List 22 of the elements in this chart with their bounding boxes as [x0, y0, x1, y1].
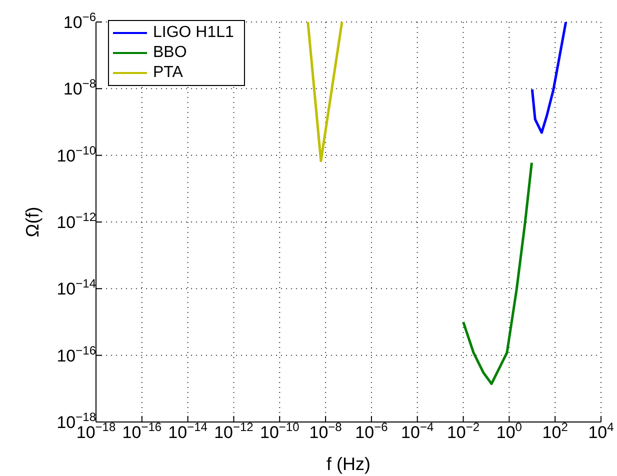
- legend-label: PTA: [153, 64, 183, 82]
- x-tick-label: 10$^{−16}$: [122, 420, 162, 442]
- legend-label: BBO: [153, 44, 187, 62]
- x-tick-label: 10$^{0}$: [496, 420, 522, 442]
- y-tick-label: 10$^{−6}$: [63, 10, 96, 32]
- x-tick-label: 10$^{−10}$: [260, 420, 300, 442]
- x-tick-label: 10$^{−4}$: [401, 420, 434, 442]
- legend-label: LIGO H1L1: [153, 24, 234, 42]
- y-axis-title: Ω(f): [22, 206, 42, 238]
- x-axis-title: f (Hz): [326, 454, 370, 474]
- y-tick-label: 10$^{−16}$: [56, 343, 96, 366]
- x-tick-label: 10$^{−6}$: [355, 420, 388, 442]
- x-tick-label: 10$^{2}$: [542, 420, 568, 442]
- y-tick-label: 10$^{−8}$: [63, 76, 96, 99]
- x-tick-label: 10$^{−2}$: [446, 420, 480, 442]
- x-tick-label: 10$^{−12}$: [214, 420, 254, 442]
- y-tick-label: 10$^{−10}$: [56, 143, 96, 166]
- x-tick-label: 10$^{−14}$: [168, 420, 208, 442]
- x-tick-label: 10$^{−8}$: [309, 420, 342, 442]
- x-tick-label: 10$^{4}$: [588, 420, 614, 442]
- y-tick-label: 10$^{−14}$: [56, 276, 96, 299]
- y-tick-label: 10$^{−12}$: [56, 210, 96, 232]
